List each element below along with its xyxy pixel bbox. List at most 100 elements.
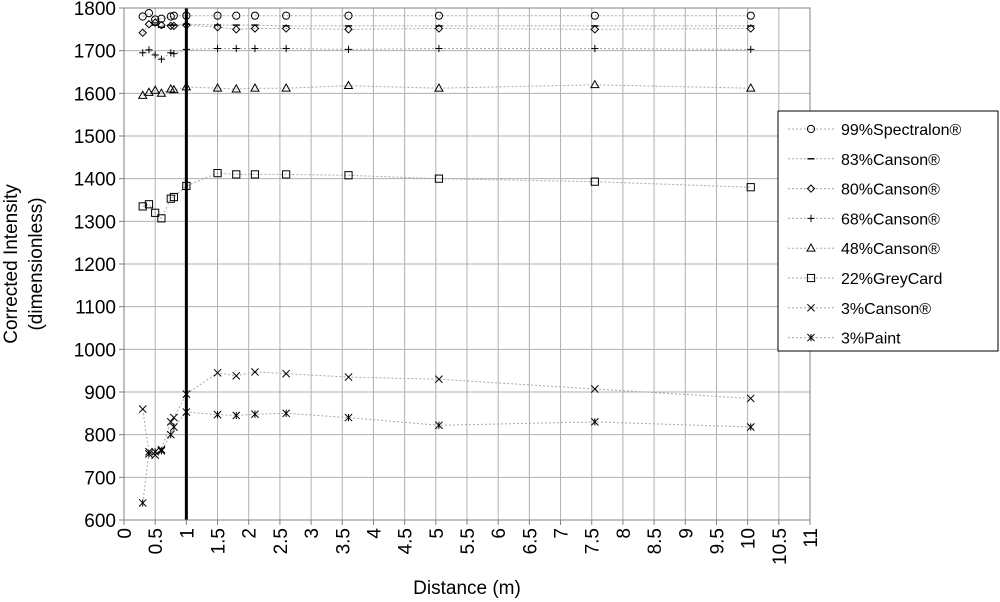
legend-item: 3%Canson® bbox=[788, 301, 931, 318]
data-point bbox=[157, 14, 166, 23]
legend-marker bbox=[806, 124, 816, 134]
data-point bbox=[590, 11, 599, 20]
data-point bbox=[589, 79, 600, 89]
legend-label: 3%Paint bbox=[841, 331, 901, 348]
y-tick-label: 1700 bbox=[74, 42, 116, 63]
x-axis-title: Distance (m) bbox=[413, 578, 521, 599]
x-tick-label: 7.5 bbox=[583, 528, 604, 554]
x-axis-tick-labels: 0 0.5 1 1.5 2 2.5 3 3.5 4 4.5 5 5.5 6 6.5 7 7.5 8 8.5 9 9.5… bbox=[115, 528, 822, 565]
data-point bbox=[434, 24, 444, 33]
x-tick-label: 10.5 bbox=[770, 528, 791, 565]
data-point bbox=[231, 25, 241, 34]
data-point bbox=[590, 417, 599, 426]
data-point bbox=[157, 55, 166, 63]
data-point bbox=[167, 49, 175, 57]
legend-item: 80%Canson® bbox=[788, 182, 940, 199]
data-point bbox=[169, 423, 178, 431]
data-point bbox=[232, 411, 241, 420]
data-point bbox=[434, 375, 443, 384]
series-line bbox=[142, 172, 751, 220]
x-tick-label: 9 bbox=[676, 528, 697, 539]
data-point bbox=[144, 200, 154, 209]
legend-label: 3%Canson® bbox=[841, 301, 931, 318]
x-tick-label: 5.5 bbox=[458, 528, 479, 554]
data-point bbox=[169, 11, 178, 20]
data-point bbox=[281, 24, 291, 33]
data-point bbox=[231, 83, 242, 93]
x-tick-label: 7 bbox=[552, 528, 573, 539]
data-point bbox=[166, 430, 175, 439]
y-tick-label: 1500 bbox=[74, 127, 116, 148]
data-point bbox=[169, 192, 178, 202]
legend-label: 80%Canson® bbox=[841, 182, 940, 199]
legend-label: 68%Canson® bbox=[841, 211, 940, 228]
legend-label: 83%Canson® bbox=[841, 152, 940, 169]
data-point bbox=[745, 82, 756, 92]
data-point bbox=[138, 12, 147, 21]
data-point bbox=[251, 410, 259, 419]
data-point bbox=[344, 413, 353, 422]
data-point bbox=[746, 423, 755, 431]
x-tick-label: 2.5 bbox=[271, 528, 292, 554]
data-point bbox=[590, 25, 600, 34]
y-axis-title: Corrected Intensity (dimensionless) bbox=[1, 184, 47, 344]
x-tick-label: 11 bbox=[801, 528, 822, 548]
y-tick-label: 1400 bbox=[74, 170, 116, 191]
data-point bbox=[151, 51, 159, 59]
data-point bbox=[250, 11, 260, 20]
data-point bbox=[434, 421, 443, 430]
data-point bbox=[169, 84, 179, 94]
legend-label: 99%Spectralon® bbox=[841, 122, 962, 139]
data-point bbox=[435, 44, 443, 53]
x-tick-label: 1 bbox=[177, 528, 198, 539]
legend-item: 48%Canson® bbox=[788, 241, 940, 258]
data-point bbox=[213, 22, 222, 32]
y-tick-label: 700 bbox=[84, 468, 116, 489]
series-line bbox=[142, 411, 751, 503]
data-point bbox=[139, 49, 147, 57]
legend-item: 22%GreyCard bbox=[788, 271, 942, 288]
legend-marker bbox=[806, 242, 816, 252]
data-point bbox=[281, 82, 292, 92]
data-point bbox=[138, 498, 147, 507]
x-tick-label: 4.5 bbox=[396, 528, 417, 554]
data-point bbox=[343, 80, 354, 90]
data-point bbox=[166, 417, 175, 426]
y-axis-title-line2: (dimensionless) bbox=[26, 197, 47, 330]
legend-marker bbox=[807, 303, 815, 312]
y-tick-label: 1600 bbox=[74, 84, 116, 105]
data-point bbox=[156, 88, 167, 97]
x-tick-label: 1.5 bbox=[209, 528, 230, 554]
y-tick-label: 1100 bbox=[75, 298, 116, 319]
data-point bbox=[144, 19, 154, 29]
data-point bbox=[232, 44, 240, 53]
data-point bbox=[213, 410, 222, 419]
data-point bbox=[344, 171, 353, 180]
data-point bbox=[250, 170, 260, 179]
data-point bbox=[150, 18, 160, 27]
data-point bbox=[144, 87, 154, 96]
data-point bbox=[170, 50, 178, 58]
legend-item: 83%Canson® bbox=[788, 152, 940, 169]
x-tick-label: 6.5 bbox=[520, 528, 541, 554]
data-point bbox=[591, 44, 599, 53]
data-point bbox=[151, 15, 160, 24]
legend-item: 3%Paint bbox=[788, 331, 901, 348]
data-point bbox=[282, 11, 291, 20]
data-point bbox=[138, 202, 147, 211]
data-point bbox=[157, 214, 166, 223]
y-axis-tick-labels: 600 700 800 900 1000 1100 1200 1300 1400 1500 1600… bbox=[74, 0, 116, 532]
x-tick-label: 4 bbox=[364, 528, 385, 539]
data-point bbox=[344, 373, 353, 382]
data-point bbox=[434, 11, 444, 20]
x-tick-label: 2 bbox=[240, 528, 261, 539]
x-tick-label: 0.5 bbox=[146, 528, 167, 554]
x-tick-label: 6 bbox=[489, 528, 510, 539]
legend-marker bbox=[807, 333, 815, 342]
data-point bbox=[251, 44, 259, 53]
data-point bbox=[213, 11, 222, 20]
data-point bbox=[213, 44, 222, 53]
data-point bbox=[250, 24, 260, 33]
data-point bbox=[157, 20, 166, 30]
